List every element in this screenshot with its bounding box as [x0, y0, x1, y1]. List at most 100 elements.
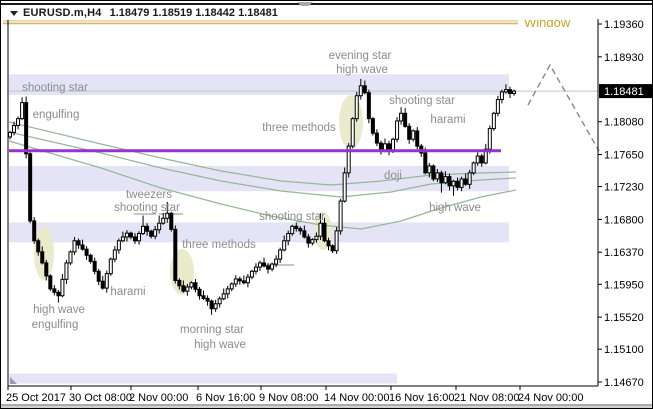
candle-bullish: [217, 298, 222, 305]
candle-bearish: [403, 112, 408, 127]
symbol-timeframe-label: EURUSD.m,H4: [23, 7, 102, 19]
candle-bearish: [423, 152, 428, 174]
chart-title-bar[interactable]: EURUSD.m,H4 1.18479 1.18519 1.18442 1.18…: [3, 6, 593, 20]
candle-bullish: [68, 251, 73, 264]
pattern-label: three methods: [262, 122, 336, 134]
dropdown-arrow-icon[interactable]: [10, 10, 18, 16]
sr-zone-band: [9, 373, 397, 384]
candle-bullish: [16, 118, 21, 127]
x-axis-label[interactable]: 24 Nov 00:00: [518, 392, 583, 404]
candle-bullish: [443, 176, 448, 184]
candle-bullish: [435, 172, 440, 180]
candle-bullish: [354, 95, 359, 120]
x-axis-label[interactable]: 2 Nov 00:00: [129, 392, 188, 404]
x-axis-label[interactable]: 30 Oct 08:00: [69, 392, 132, 404]
current-price-value: 1.18481: [604, 86, 644, 98]
x-axis-label[interactable]: 14 Nov 00:00: [324, 392, 389, 404]
y-axis-label[interactable]: 1.14670: [604, 377, 644, 389]
y-axis-label[interactable]: 1.15100: [604, 344, 644, 356]
candle-bearish: [330, 245, 335, 252]
y-axis-label[interactable]: 1.18080: [604, 117, 644, 129]
forecast-zigzag-line: [527, 63, 600, 152]
candle-bearish: [298, 228, 303, 232]
candle-bullish: [124, 232, 129, 238]
y-axis-label[interactable]: 1.16370: [604, 247, 644, 259]
candle-bearish: [76, 240, 81, 246]
window-bottom-chrome: [1, 406, 652, 408]
candle-bearish: [193, 282, 198, 290]
candle-bearish: [322, 222, 327, 242]
scroll-corner-icon[interactable]: [10, 377, 17, 384]
candle-bullish: [108, 258, 113, 275]
candle-bearish: [24, 102, 29, 155]
y-axis-label[interactable]: 1.18930: [604, 52, 644, 64]
candle-bullish: [342, 172, 347, 202]
y-axis-label[interactable]: 1.15950: [604, 279, 644, 291]
candle-bearish: [52, 288, 57, 293]
candle-bearish: [100, 280, 105, 289]
candle-bearish: [36, 240, 41, 253]
candle-bearish: [32, 220, 37, 242]
pattern-label: morning star: [180, 324, 244, 336]
candle-bullish: [358, 85, 363, 97]
candle-bullish: [459, 178, 464, 188]
candle-bullish: [499, 91, 504, 101]
candle-bearish: [149, 230, 154, 237]
x-axis-label[interactable]: 25 Oct 2017: [6, 392, 66, 404]
pattern-label: engulfing: [32, 319, 79, 331]
candle-bearish: [463, 178, 468, 185]
candle-bearish: [302, 230, 307, 238]
y-axis-label[interactable]: 1.15520: [604, 312, 644, 324]
sr-zone-band: [9, 222, 509, 243]
current-price-tag: [599, 84, 652, 99]
candle-bullish: [253, 266, 258, 272]
candle-bullish: [395, 120, 400, 140]
candle-bullish: [483, 148, 488, 164]
y-axis-label[interactable]: 1.19360: [604, 19, 644, 31]
candle-bullish: [338, 200, 343, 232]
candle-bullish: [104, 273, 109, 289]
candle-bullish: [249, 270, 254, 278]
pattern-label: shooting star: [114, 202, 180, 214]
pattern-label: high wave: [429, 202, 481, 214]
candle-bullish: [245, 276, 250, 284]
y-axis-label[interactable]: 1.16800: [604, 214, 644, 226]
pattern-label: high wave: [336, 64, 388, 76]
y-axis-label[interactable]: 1.17650: [604, 150, 644, 162]
candle-bullish: [141, 225, 146, 235]
candle-bullish: [391, 138, 396, 152]
candle-bullish: [116, 240, 121, 251]
candle-bearish: [173, 228, 178, 281]
candle-bullish: [427, 165, 432, 174]
window-top-border: [1, 3, 652, 5]
x-axis-label[interactable]: 16 Nov 16:00: [389, 392, 454, 404]
candle-bullish: [60, 278, 65, 297]
candle-bullish: [487, 128, 492, 150]
candle-bearish: [479, 155, 484, 164]
candle-bearish: [374, 132, 379, 144]
candle-bullish: [20, 102, 25, 120]
candle-bearish: [92, 260, 97, 272]
candle-bearish: [326, 240, 331, 247]
candle-bearish: [262, 262, 267, 267]
pattern-label: harami: [110, 286, 145, 298]
candle-bearish: [28, 153, 33, 222]
candle-bearish: [205, 297, 210, 302]
candle-bullish: [314, 235, 319, 241]
candle-bullish: [495, 99, 500, 114]
candle-bullish: [153, 229, 158, 237]
x-axis-label[interactable]: 6 Nov 16:00: [196, 392, 255, 404]
candle-bullish: [233, 278, 238, 285]
candle-bullish: [137, 233, 142, 242]
candle-bearish: [132, 236, 137, 242]
y-axis-label[interactable]: 1.17230: [604, 182, 644, 194]
candle-bearish: [145, 225, 150, 232]
candle-bullish: [189, 282, 194, 288]
candle-bullish: [8, 131, 12, 138]
x-axis-label[interactable]: 9 Nov 08:00: [259, 392, 318, 404]
candle-bullish: [165, 212, 170, 219]
candle-bearish: [306, 236, 311, 244]
x-axis-label[interactable]: 21 Nov 08:00: [454, 392, 519, 404]
candle-bullish: [399, 112, 404, 122]
